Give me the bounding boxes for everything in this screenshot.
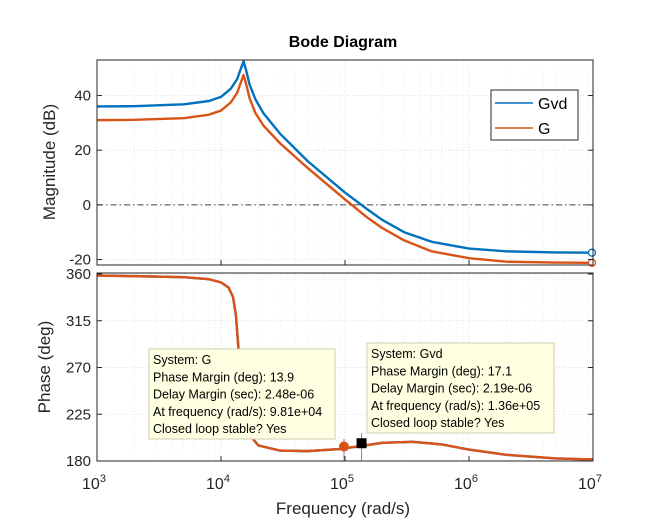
- legend-box: [490, 89, 579, 141]
- datatip-line: Closed loop stable? Yes: [371, 416, 504, 430]
- x-axis-label: Frequency (rad/s): [276, 499, 410, 518]
- magnitude-end-markers: [587, 248, 597, 267]
- datatip-line: Delay Margin (sec): 2.19e-06: [371, 382, 532, 396]
- x-tick-label: 106: [454, 473, 478, 493]
- end-marker-gvd: [587, 248, 597, 257]
- phase-y-tick-label: 360: [66, 266, 91, 283]
- magnitude-y-ticks: -20 0 20 40: [69, 88, 593, 269]
- phase-line-g: [96, 274, 594, 461]
- datatip-line: Phase Margin (deg): 13.9: [153, 370, 294, 384]
- magnitude-y-tick-label: 40: [74, 88, 91, 105]
- chart-title: Bode Diagram: [289, 34, 397, 51]
- magnitude-y-tick-label: 20: [74, 142, 91, 159]
- datatip-line: System: G: [153, 353, 211, 367]
- magnitude-y-tick-label: 0: [83, 197, 91, 214]
- legend: Gvd G: [490, 89, 579, 141]
- datatip-box-g: [148, 348, 336, 440]
- magnitude-line-gvd: [96, 60, 594, 254]
- x-tick-label: 105: [330, 473, 354, 493]
- datatip-marker-gvd: [356, 438, 367, 449]
- phase-margin-datatips: System: G Phase Margin (deg): 13.9 Delay M…: [148, 342, 555, 461]
- phase-series: [96, 274, 594, 461]
- magnitude-line-g: [96, 73, 594, 265]
- datatip-marker-g: [338, 441, 349, 452]
- datatip-line: At frequency (rad/s): 9.81e+04: [153, 405, 322, 419]
- x-tick-label: 104: [206, 473, 230, 493]
- x-tick-labels: 103 104 105 106 107: [82, 260, 602, 493]
- datatip-box-gvd: [366, 342, 555, 434]
- magnitude-y-label: Magnitude (dB): [40, 104, 59, 220]
- datatip-line: System: Gvd: [371, 347, 443, 361]
- phase-y-tick-label: 315: [66, 313, 91, 330]
- phase-axes: System: G Phase Margin (deg): 13.9 Delay M…: [35, 266, 594, 470]
- datatip-line: At frequency (rad/s): 1.36e+05: [371, 399, 540, 413]
- magnitude-series: [96, 60, 594, 265]
- legend-label-gvd: Gvd: [538, 96, 567, 113]
- phase-y-tick-label: 270: [66, 360, 91, 377]
- magnitude-y-tick-label: -20: [69, 252, 91, 269]
- phase-y-tick-label: 225: [66, 406, 91, 423]
- legend-label-g: G: [538, 121, 550, 138]
- phase-y-tick-label: 180: [66, 453, 91, 470]
- datatip-line: Closed loop stable? Yes: [153, 422, 286, 436]
- phase-y-label: Phase (deg): [35, 321, 54, 414]
- x-tick-label: 107: [578, 473, 602, 493]
- phase-y-ticks: 180 225 270 315 360: [66, 266, 593, 470]
- datatip-line: Delay Margin (sec): 2.48e-06: [153, 388, 314, 402]
- x-tick-label: 103: [82, 473, 106, 493]
- datatip-line: Phase Margin (deg): 17.1: [371, 364, 512, 378]
